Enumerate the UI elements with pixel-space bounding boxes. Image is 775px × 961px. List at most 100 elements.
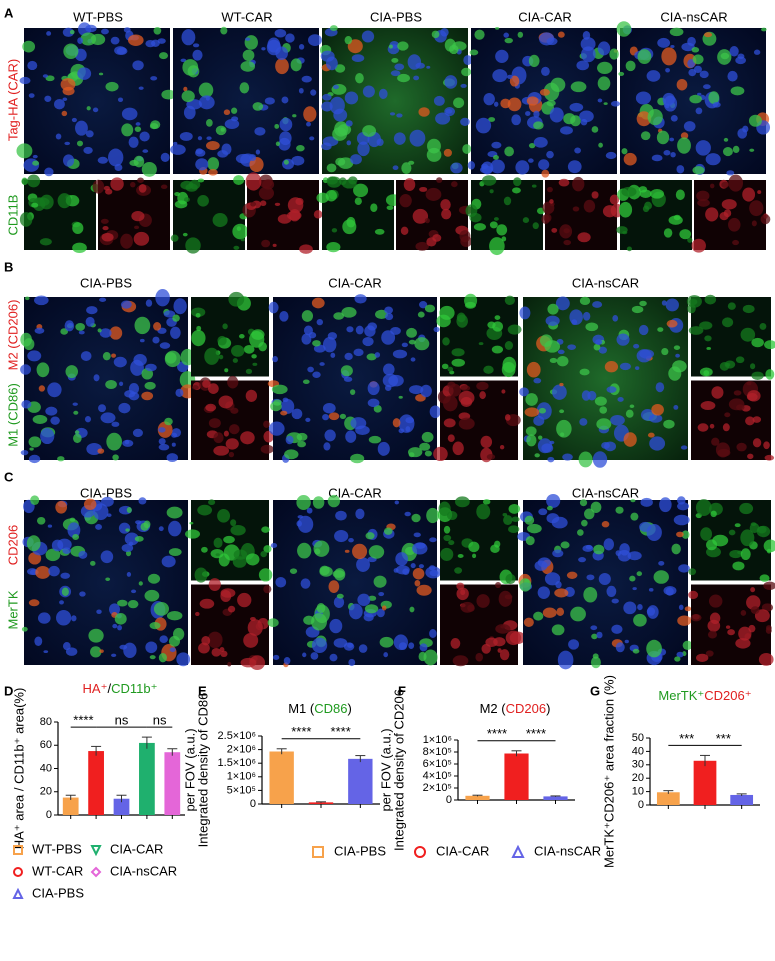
cell [489,237,505,256]
cell [98,72,104,76]
cell [316,602,326,614]
cell [393,132,406,145]
cell [313,210,323,219]
cell [644,201,653,210]
cell [289,209,301,222]
cell [368,545,385,559]
legend-label: CIA-CAR [436,843,489,858]
cell [597,41,611,56]
cell [709,183,715,189]
y-tick-label: 10 [632,786,644,798]
cell [206,141,220,151]
cell [556,355,569,367]
cell [476,594,490,608]
cell [367,398,380,408]
cell [102,351,111,361]
cell [766,548,772,554]
label: CIA-CAR [328,275,381,290]
cell [463,55,473,66]
cell [43,650,49,654]
cell [131,210,145,222]
cell [524,407,540,417]
cell [251,354,257,359]
cell [657,37,671,48]
chart-title: M2 (CD206) [480,701,551,716]
cell [658,560,665,566]
cell [616,226,628,234]
cell [191,329,206,347]
cell [170,144,186,155]
cell [453,97,465,109]
cell [291,408,303,420]
cell [739,502,754,515]
cell [106,513,112,518]
bar [62,797,79,815]
cell [366,353,377,361]
cell [598,346,607,354]
cell [197,178,205,183]
cell [725,625,731,629]
cell [569,102,584,112]
title-part: CD86 [314,701,347,716]
cell [244,35,258,50]
title-part: M2 ( [480,701,507,716]
cell [448,540,455,546]
cell [343,376,353,382]
cell [481,161,494,175]
cell [406,327,417,338]
cell [114,613,127,625]
title-part: CD206 [506,701,546,716]
significance-label: **** [331,724,351,739]
cell [597,98,603,103]
cell [182,232,188,237]
cell [185,529,201,539]
cell [410,562,416,569]
cell [412,208,429,224]
cell [62,27,74,37]
cell [478,342,484,346]
cell [232,556,247,568]
cell [435,112,451,125]
cell [93,374,100,382]
cell [429,537,437,543]
cell [552,384,567,400]
cell [481,175,497,186]
y-tick-label: 1×10⁶ [227,771,256,783]
cell [700,401,716,411]
cell [252,362,258,366]
label: Tag-HA (CAR) [5,59,20,141]
cell [670,45,675,48]
micrograph [267,294,441,464]
legend-label: WT-CAR [32,863,83,878]
cell [270,542,278,549]
cell [458,417,475,430]
cell [596,418,612,430]
cell [577,529,584,536]
cell [618,71,625,76]
cell [630,512,639,521]
cell [174,191,181,197]
cell [198,82,214,98]
cell [198,642,210,654]
cell [381,605,387,611]
cell [141,161,157,177]
cell [233,175,245,185]
cell [728,529,736,536]
cell [590,625,598,631]
cell [519,387,529,397]
bar [269,751,294,804]
cell [599,406,608,414]
significance-label: ns [115,713,129,728]
cell [556,419,572,438]
cell [301,310,314,322]
cell [61,587,69,596]
cell [650,189,665,199]
bar [164,752,181,815]
cell [285,33,295,43]
cell [461,67,472,77]
cell [316,192,329,204]
cell [549,357,558,364]
cell [331,228,338,233]
cell [67,522,81,538]
cell [112,623,118,629]
